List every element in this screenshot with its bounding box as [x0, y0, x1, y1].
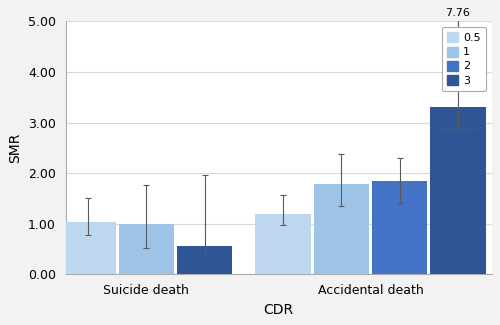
- X-axis label: CDR: CDR: [264, 303, 294, 317]
- Bar: [314, 184, 369, 274]
- Bar: [256, 214, 311, 274]
- Bar: [430, 107, 486, 274]
- Y-axis label: SMR: SMR: [8, 133, 22, 163]
- Text: 7.76: 7.76: [446, 8, 470, 18]
- Bar: [60, 222, 116, 274]
- Bar: [372, 181, 428, 274]
- Bar: [177, 246, 233, 274]
- Bar: [118, 224, 174, 274]
- Legend: 0.5, 1, 2, 3: 0.5, 1, 2, 3: [442, 27, 486, 91]
